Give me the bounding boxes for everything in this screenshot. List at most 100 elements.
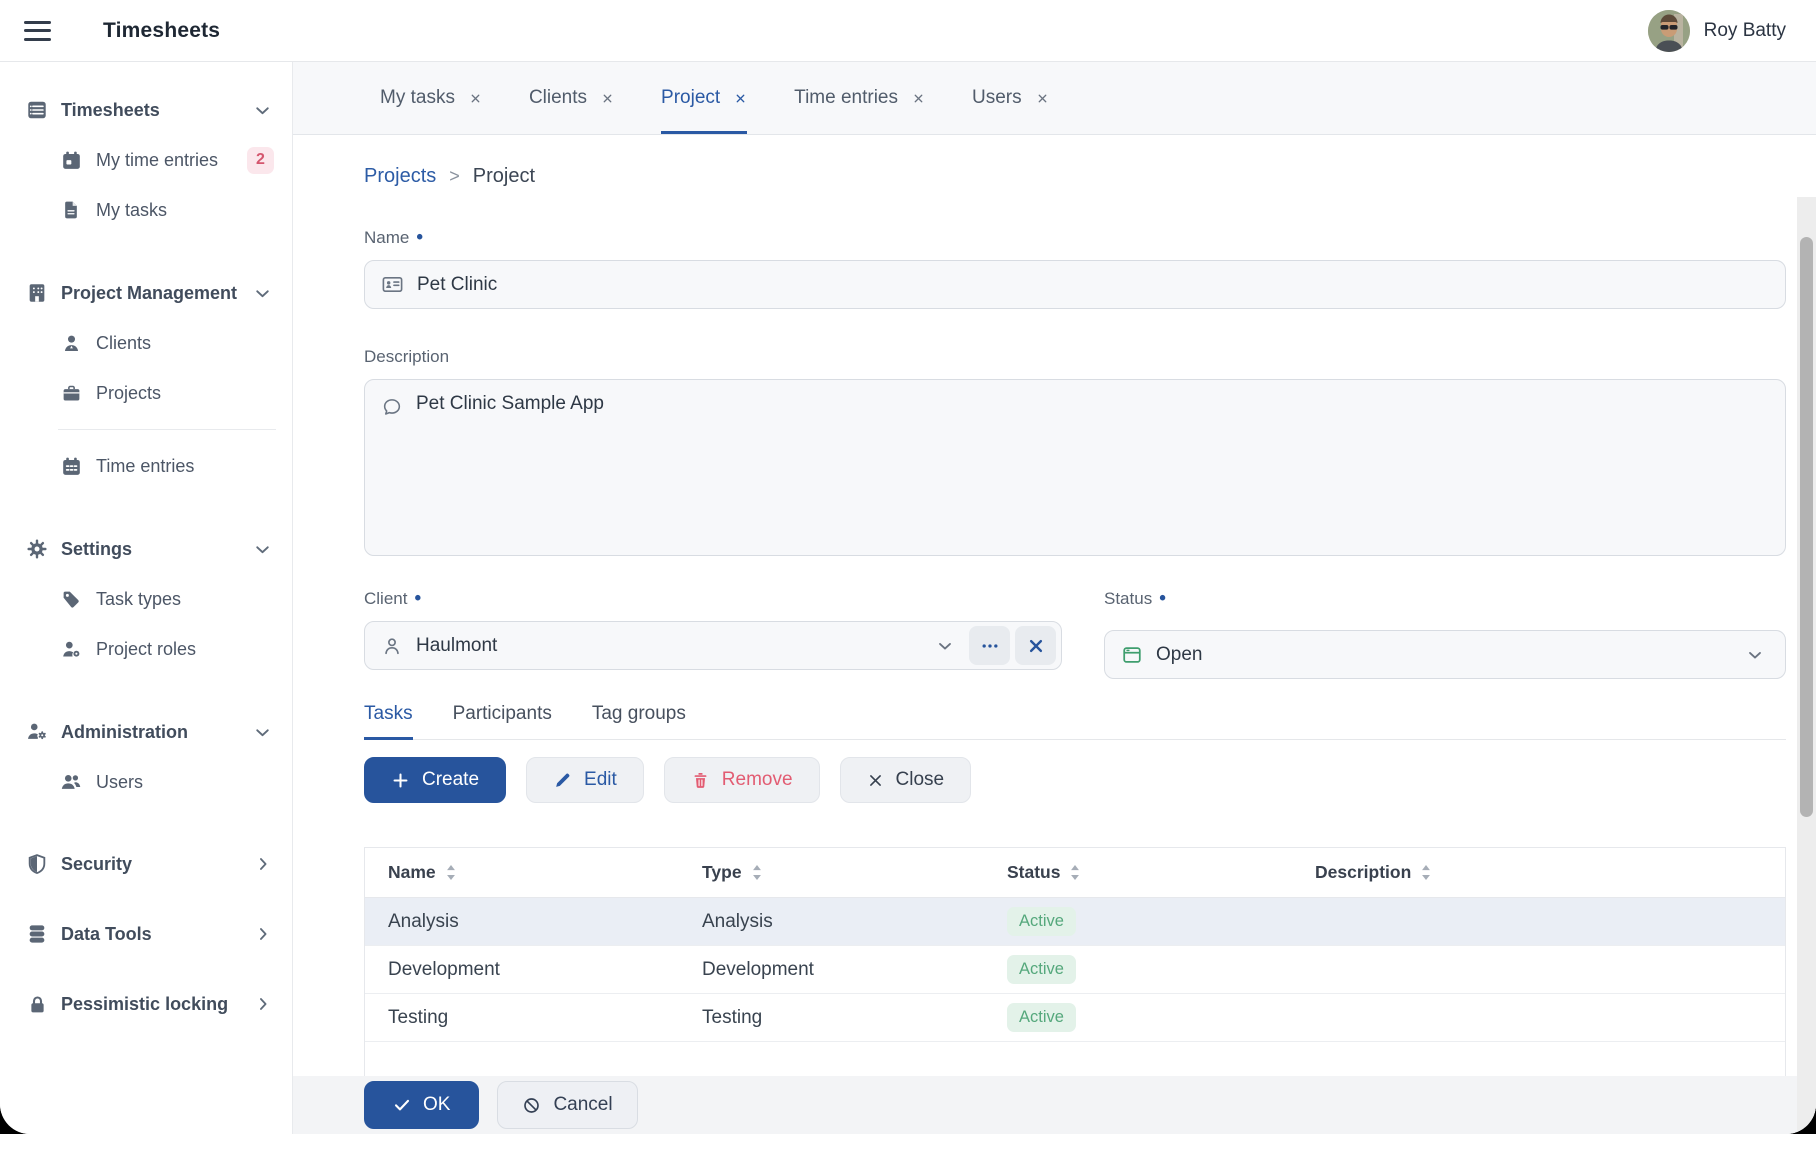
user-menu[interactable]: Roy Batty	[1647, 9, 1786, 52]
status-label: Status •	[1104, 588, 1166, 609]
clear-x-icon	[1027, 637, 1045, 655]
cell-name: Analysis	[388, 910, 459, 932]
tab-time-entries[interactable]: Time entries	[794, 62, 925, 134]
sidebar-divider	[58, 429, 276, 430]
scrollbar-thumb[interactable]	[1800, 237, 1813, 817]
sidebar-item-security[interactable]: Security	[0, 839, 292, 889]
pencil-icon	[553, 771, 572, 790]
breadcrumb-projects-link[interactable]: Projects	[364, 164, 437, 187]
user-name: Roy Batty	[1703, 19, 1786, 41]
sidebar-item-my-tasks[interactable]: My tasks	[0, 185, 292, 235]
sidebar-item-time-entries[interactable]: Time entries	[0, 441, 292, 491]
sort-icon[interactable]	[752, 865, 762, 880]
client-combobox[interactable]: Haulmont	[364, 621, 1062, 670]
tasks-table: Name Type Status Description	[364, 847, 1786, 1076]
tab-my-tasks[interactable]: My tasks	[380, 62, 482, 134]
client-clear-button[interactable]	[1015, 626, 1056, 665]
sidebar-item-projects[interactable]: Projects	[0, 368, 292, 418]
chevron-down-icon[interactable]	[935, 636, 955, 656]
sidebar-item-users[interactable]: Users	[0, 757, 292, 807]
sidebar: Timesheets My time entries 2 My tasks	[0, 62, 293, 1134]
breadcrumb-separator: >	[449, 165, 460, 186]
name-label: Name •	[364, 227, 424, 248]
calendar-icon	[59, 454, 83, 478]
name-input[interactable]: Pet Clinic	[364, 260, 1786, 309]
remove-button[interactable]: Remove	[663, 757, 820, 803]
table-row[interactable]: Development Development Active	[365, 946, 1785, 994]
client-lookup-button[interactable]	[969, 626, 1010, 665]
my-time-entries-count-badge: 2	[247, 146, 274, 174]
app-title: Timesheets	[103, 18, 221, 42]
table-row[interactable]: Analysis Analysis Active	[365, 898, 1785, 946]
tab-tag-groups[interactable]: Tag groups	[591, 703, 686, 724]
chevron-down-icon	[252, 100, 273, 121]
x-icon	[867, 772, 884, 789]
tab-clients[interactable]: Clients	[529, 62, 614, 134]
sidebar-item-data-tools[interactable]: Data Tools	[0, 909, 292, 959]
vertical-scrollbar[interactable]	[1797, 197, 1816, 1134]
status-select[interactable]: Open	[1104, 630, 1786, 679]
journal-icon	[25, 98, 49, 122]
sidebar-item-my-time-entries[interactable]: My time entries 2	[0, 135, 292, 185]
close-icon[interactable]	[1036, 92, 1049, 105]
database-icon	[25, 922, 49, 946]
column-header-type[interactable]: Type	[679, 862, 984, 883]
chevron-right-icon	[253, 854, 273, 874]
project-editor: Projects > Project Name • Pet Clinic Desc…	[293, 135, 1816, 1076]
cell-type: Analysis	[702, 910, 773, 932]
chevron-right-icon	[253, 924, 273, 944]
cancel-button[interactable]: Cancel	[497, 1081, 638, 1129]
sidebar-item-pessimistic-locking[interactable]: Pessimistic locking	[0, 979, 292, 1029]
person-gear-icon	[25, 720, 49, 744]
status-badge: Active	[1007, 907, 1076, 936]
column-header-name[interactable]: Name	[365, 862, 679, 883]
description-value: Pet Clinic Sample App	[416, 393, 604, 414]
ban-icon	[522, 1096, 541, 1115]
sidebar-item-administration[interactable]: Administration	[0, 707, 292, 757]
close-icon[interactable]	[734, 92, 747, 105]
chevron-down-icon[interactable]	[1745, 645, 1765, 665]
plus-icon	[391, 771, 410, 790]
chevron-down-icon	[252, 283, 273, 304]
close-button[interactable]: Close	[839, 757, 972, 803]
tab-participants[interactable]: Participants	[452, 703, 552, 724]
sort-icon[interactable]	[446, 865, 456, 880]
tab-users[interactable]: Users	[972, 62, 1049, 134]
avatar[interactable]	[1647, 9, 1690, 52]
sidebar-item-task-types[interactable]: Task types	[0, 574, 292, 624]
sidebar-item-clients[interactable]: Clients	[0, 318, 292, 368]
sidebar-item-settings[interactable]: Settings	[0, 524, 292, 574]
menu-toggle-icon[interactable]	[24, 20, 51, 41]
gear-icon	[25, 537, 49, 561]
cell-status: Active	[984, 955, 1292, 984]
top-bar: Timesheets Roy Batty	[0, 0, 1816, 62]
app-window: Timesheets Roy Batty	[0, 0, 1816, 1134]
ok-button[interactable]: OK	[364, 1081, 480, 1129]
briefcase-icon	[59, 381, 83, 405]
column-header-status[interactable]: Status	[984, 862, 1292, 883]
close-icon[interactable]	[601, 92, 614, 105]
create-button[interactable]: Create	[364, 757, 507, 803]
column-header-description[interactable]: Description	[1292, 862, 1785, 883]
shield-icon	[25, 852, 49, 876]
cell-name: Development	[388, 958, 500, 980]
close-icon[interactable]	[912, 92, 925, 105]
tab-project[interactable]: Project	[661, 62, 747, 134]
close-icon[interactable]	[469, 92, 482, 105]
table-row[interactable]: Testing Testing Active	[365, 994, 1785, 1042]
sort-icon[interactable]	[1070, 865, 1080, 880]
chevron-down-icon	[252, 539, 273, 560]
tab-tasks[interactable]: Tasks	[364, 703, 413, 740]
description-textarea[interactable]: Pet Clinic Sample App	[364, 379, 1786, 556]
sidebar-item-project-management[interactable]: Project Management	[0, 268, 292, 318]
table-header: Name Type Status Description	[365, 848, 1785, 898]
breadcrumb-current: Project	[472, 164, 536, 187]
edit-button[interactable]: Edit	[526, 757, 644, 803]
required-indicator: •	[414, 588, 422, 609]
sort-icon[interactable]	[1421, 865, 1431, 880]
status-badge: Active	[1007, 955, 1076, 984]
comment-bubble-icon	[381, 396, 403, 418]
sidebar-item-timesheets[interactable]: Timesheets	[0, 85, 292, 135]
sidebar-item-project-roles[interactable]: Project roles	[0, 624, 292, 674]
